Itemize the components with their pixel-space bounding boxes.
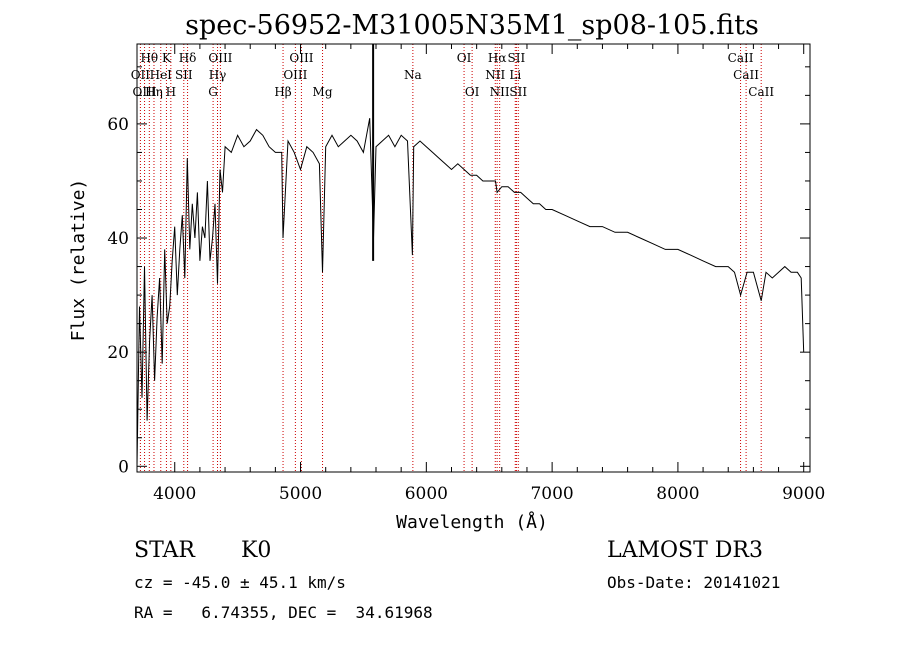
flux-series-line [136, 118, 805, 467]
spectral-line-label: OIII [283, 68, 307, 82]
spectral-line-label: NII [485, 68, 505, 82]
spectral-line-label: CaII [748, 85, 774, 99]
spectral-line-label: G [208, 85, 218, 99]
x-tick-label: 4000 [153, 484, 196, 504]
x-tick-label: 8000 [656, 484, 699, 504]
x-axis-label: Wavelength (Å) [396, 511, 548, 533]
spectral-line-label: OIII [208, 51, 232, 65]
y-axis: 0 20 40 60 [107, 66, 810, 477]
spectral-line-label: OI [465, 85, 480, 99]
coordinates: RA = 6.74355, DEC = 34.61968 [134, 603, 433, 622]
spectral-line-label: Hβ [274, 85, 291, 99]
spectral-line-label: HeI [150, 68, 173, 82]
spectral-line-label: NII [490, 85, 510, 99]
survey-name: LAMOST DR3 [607, 538, 763, 563]
spectral-line-label: H [166, 85, 176, 99]
spectral-line-label: SII [508, 51, 526, 65]
y-axis-label: Flux (relative) [68, 179, 89, 342]
spectral-line-label: SII [175, 68, 193, 82]
chart-title: spec-56952-M31005N35M1_sp08-105.fits [185, 10, 759, 41]
y-tick-label: 60 [107, 115, 129, 135]
spectral-line-label: Li [509, 68, 521, 82]
spectral-line-label: SII [509, 85, 527, 99]
x-axis: 4000 5000 6000 7000 8000 9000 [153, 44, 825, 504]
x-tick-label: 6000 [405, 484, 448, 504]
plot-frame [136, 43, 811, 473]
spectral-line-label: OI [457, 51, 472, 65]
spectral-line-label: K [162, 51, 172, 65]
velocity-readout: cz = -45.0 ± 45.1 km/s [134, 573, 346, 592]
spectral-line-label: Hγ [209, 68, 227, 82]
y-tick-label: 0 [118, 457, 129, 477]
x-tick-label: 9000 [782, 484, 825, 504]
x-tick-label: 7000 [530, 484, 573, 504]
spectral-line-label: Hθ [140, 51, 158, 65]
spectral-line-label: Na [404, 68, 422, 82]
spectral-line-label: CaII [733, 68, 759, 82]
y-tick-label: 20 [107, 343, 129, 363]
spectral-line-label: Hα [488, 51, 507, 65]
object-class: STAR [134, 538, 195, 563]
x-tick-label: 5000 [279, 484, 322, 504]
spectral-line-label: OII [131, 68, 151, 82]
obs-date: Obs-Date: 20141021 [607, 573, 781, 592]
spectral-line-label: OIII [289, 51, 313, 65]
y-tick-label: 40 [107, 229, 129, 249]
spectral-line-label: CaII [728, 51, 754, 65]
spectral-line-markers [139, 44, 762, 472]
spectral-line-label: Hδ [179, 51, 197, 65]
object-subclass: K0 [241, 538, 272, 563]
spectral-line-label: Hη [145, 85, 163, 99]
spectral-line-label: Mg [313, 85, 333, 99]
